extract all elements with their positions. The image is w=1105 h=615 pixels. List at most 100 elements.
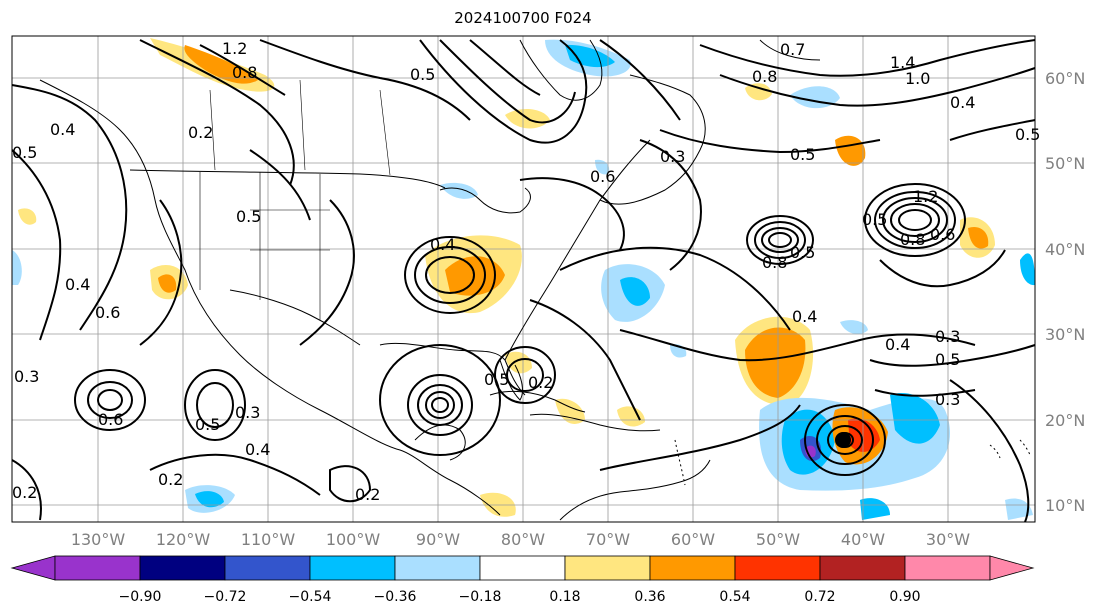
contour-line	[599, 404, 801, 471]
shading-layer	[12, 38, 1035, 520]
contour-line	[869, 344, 1036, 367]
contour-line	[519, 177, 625, 251]
us-border	[129, 169, 446, 189]
shade-negative-patch	[12, 250, 22, 285]
colorbar-segment	[54, 555, 141, 581]
colorbar-segment	[309, 555, 396, 581]
florida	[499, 359, 523, 401]
contour-line	[874, 191, 956, 249]
contour-labels: 1.2 0.8 0.2 0.4 0.5 0.5 0.6 0.7 0.8 0.5 …	[12, 39, 1040, 504]
contour-line	[417, 384, 463, 426]
contour-label: 0.5	[12, 143, 37, 162]
great-lakes	[439, 187, 531, 214]
us-east-coast	[504, 139, 651, 361]
contour-label: 0.5	[790, 243, 815, 262]
colorbar-segment	[564, 555, 651, 581]
colorbar-segment	[734, 555, 821, 581]
contour-label: 0.2	[528, 373, 553, 392]
shade-positive-patch	[158, 274, 177, 293]
contour-line	[196, 382, 234, 428]
contour-line	[599, 39, 681, 121]
contour-label: 0.2	[355, 485, 380, 504]
contour-label: 0.3	[14, 367, 39, 386]
yucatan	[414, 424, 466, 461]
contour-label: 0.6	[95, 303, 120, 322]
contour-label: 1.4	[890, 53, 915, 72]
shade-positive-patch	[745, 327, 806, 398]
colorbar-tick: 0.54	[719, 589, 750, 605]
contour-label: 0.8	[752, 67, 777, 86]
hudson-bay	[519, 39, 603, 101]
contour-line	[949, 119, 1036, 141]
contours	[11, 39, 1036, 523]
lon-label: 100°W	[326, 530, 381, 549]
contour-line	[761, 227, 799, 253]
colorbar-segment	[819, 555, 906, 581]
lat-label: 40°N	[1045, 240, 1085, 259]
colorbar-min-extension	[10, 555, 56, 581]
canada-coast	[599, 74, 706, 205]
contour-label: 0.2	[12, 483, 37, 502]
contour-line	[879, 249, 1006, 288]
lon-label: 30°W	[926, 530, 970, 549]
colorbar-tick: −0.72	[204, 589, 247, 605]
shade-negative-patch	[620, 277, 650, 306]
caribbean-islands	[529, 413, 661, 432]
colorbar-tick: 0.18	[549, 589, 580, 605]
contour-line	[419, 39, 588, 144]
contour-line	[87, 381, 133, 419]
contour-label: 0.5	[935, 350, 960, 369]
contour-label: 1.2	[222, 39, 247, 58]
state-lines	[199, 172, 330, 320]
contour-label: 0.4	[65, 275, 90, 294]
contour-label: 0.8	[762, 253, 787, 272]
contour-line	[431, 397, 449, 413]
us-gulf-coast	[379, 342, 526, 396]
lon-label: 90°W	[416, 530, 460, 549]
colorbar-segment	[904, 555, 991, 581]
cuba	[489, 390, 586, 413]
contour-label: 0.7	[780, 40, 805, 59]
lon-label: 40°W	[841, 530, 885, 549]
lat-label: 10°N	[1045, 496, 1085, 515]
graticule	[12, 36, 1035, 522]
contour-line	[746, 215, 814, 265]
colorbar-ticks: −0.90 −0.72 −0.54 −0.36 −0.18 0.18 0.36 …	[119, 589, 921, 605]
contour-label: 0.4	[430, 235, 455, 254]
contour-label: 0.3	[935, 327, 960, 346]
contour-line	[494, 346, 556, 404]
coastlines	[39, 39, 1031, 521]
lon-label: 60°W	[671, 530, 715, 549]
lat-label: 30°N	[1045, 325, 1085, 344]
contour-line	[699, 39, 1036, 77]
contour-label: 0.3	[660, 147, 685, 166]
shade-negative-patch	[860, 498, 890, 520]
contour-line	[949, 379, 1030, 523]
lon-label: 70°W	[586, 530, 630, 549]
shade-positive-patch	[18, 208, 37, 225]
contour-line	[404, 236, 496, 314]
mexico-border	[229, 289, 361, 346]
map-frame	[11, 35, 1036, 523]
storm-center-marker	[835, 432, 851, 448]
colorbar-segment	[394, 555, 481, 581]
contour-line	[469, 39, 541, 96]
colorbar-tick: 0.72	[804, 589, 835, 605]
contour-line	[407, 374, 473, 436]
shade-positive-patch	[445, 256, 505, 296]
colorbar-segment	[649, 555, 736, 581]
contour-label: 0.6	[98, 410, 123, 429]
contour-label: 0.8	[232, 63, 257, 82]
contour-line	[639, 139, 702, 271]
shade-negative-patch	[565, 44, 615, 68]
contour-line	[559, 246, 791, 331]
contour-line	[804, 404, 886, 476]
contour-label: 0.5	[195, 415, 220, 434]
contour-line	[529, 299, 641, 421]
contour-line	[439, 39, 576, 124]
contour-line	[329, 465, 372, 503]
contour-line	[827, 425, 863, 455]
contour-line	[619, 329, 976, 362]
shade-positive-patch	[617, 406, 645, 427]
contour-line	[864, 183, 966, 257]
